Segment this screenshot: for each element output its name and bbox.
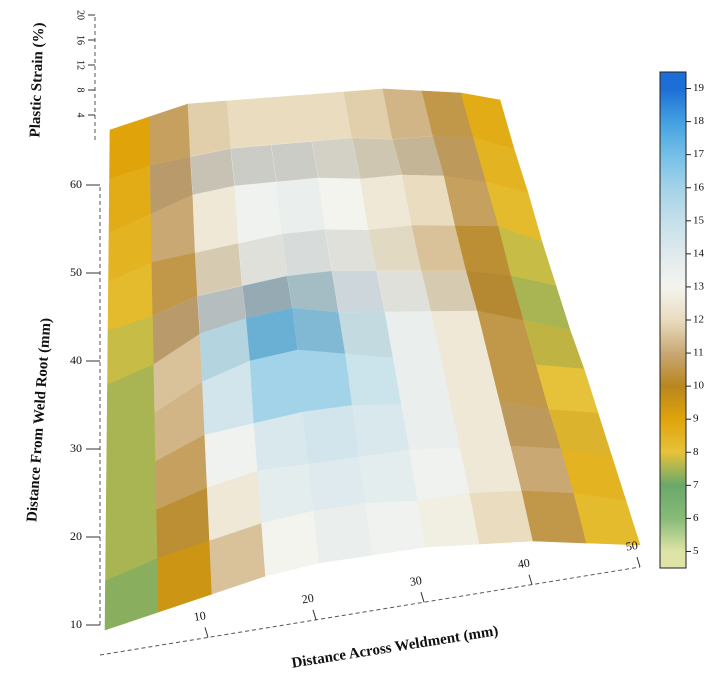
surface-cell <box>277 178 326 234</box>
surface-cell <box>352 404 409 457</box>
surface-shade <box>339 312 393 358</box>
surface-shade <box>282 230 332 277</box>
x-tick <box>421 592 424 602</box>
surface-cell <box>298 350 352 412</box>
surface-cell <box>410 448 470 501</box>
colorbar-tick-label: 18 <box>693 115 705 127</box>
z-tick-label: 12 <box>75 60 86 70</box>
y-tick-label: 60 <box>70 177 82 191</box>
surface-cell <box>359 450 418 504</box>
surface-cell <box>418 494 480 548</box>
surface-cell <box>393 357 450 404</box>
colorbar-tick-label: 17 <box>693 148 705 160</box>
colorbar-tick-label: 11 <box>693 347 704 359</box>
z-tick-label: 20 <box>75 10 86 20</box>
surface-cell <box>193 186 239 253</box>
surface-shade <box>293 308 346 354</box>
x-tick-label: 50 <box>625 538 639 554</box>
colorbar-tick-label: 6 <box>693 512 699 524</box>
surface-cell <box>266 95 312 145</box>
y-tick-label: 30 <box>70 441 82 455</box>
x-tick-label: 10 <box>193 608 207 624</box>
z-tick-label: 16 <box>75 35 86 45</box>
colorbar-tick-label: 9 <box>693 413 699 425</box>
colorbar-tick-label: 12 <box>693 314 704 326</box>
colorbar-tick-label: 15 <box>693 214 705 226</box>
x-tick <box>529 575 532 585</box>
surface-shade <box>325 230 377 272</box>
surface-shade <box>271 142 318 183</box>
surface-cell <box>314 504 373 564</box>
z-tick-label: 8 <box>75 88 86 93</box>
surface-cell <box>319 178 369 230</box>
x-tick <box>205 627 208 637</box>
x-tick <box>637 557 640 567</box>
colorbar-tick-label: 10 <box>693 380 705 392</box>
x-tick <box>313 610 316 620</box>
surface-cell <box>250 350 303 424</box>
x-tick-label: 20 <box>301 591 315 607</box>
surface-cell <box>235 182 282 244</box>
surface-cell <box>227 98 271 149</box>
x-tick-label: 40 <box>517 556 531 572</box>
colorbar-tick-label: 13 <box>693 280 705 292</box>
colorbar-tick-label: 8 <box>693 446 699 458</box>
surface-cell <box>188 101 231 157</box>
y-axis-title: Distance From Weld Root (mm) <box>24 317 54 522</box>
surface-shade <box>287 271 339 313</box>
surface-shade <box>332 271 385 313</box>
z-tick-label: 4 <box>75 113 86 118</box>
surface-shade <box>312 138 361 179</box>
surface-cell <box>346 354 402 406</box>
surface-cell <box>401 403 460 451</box>
colorbar <box>660 72 686 568</box>
colorbar-tick-label: 5 <box>693 545 699 557</box>
y-tick-label: 50 <box>70 265 82 279</box>
y-tick-label: 10 <box>70 617 82 631</box>
y-tick-label: 20 <box>70 529 82 543</box>
x-tick-label: 30 <box>409 573 423 589</box>
surface-cell <box>308 457 365 511</box>
surface-cell <box>303 406 359 465</box>
colorbar-tick-label: 14 <box>693 247 705 259</box>
chart: Plastic Strain (%) Distance From Weld Ro… <box>0 0 706 674</box>
z-axis-title: Plastic Strain (%) <box>27 22 47 137</box>
colorbar-tick-label: 16 <box>693 181 705 193</box>
surface-shade <box>231 145 277 186</box>
surface <box>105 89 640 630</box>
surface-cell <box>366 501 426 555</box>
colorbar-tick-label: 19 <box>693 82 705 94</box>
surface-cell <box>149 104 190 166</box>
colorbar-tick-label: 7 <box>693 479 699 491</box>
x-axis-title: Distance Across Weldment (mm) <box>290 623 499 672</box>
y-tick-label: 40 <box>70 353 82 367</box>
